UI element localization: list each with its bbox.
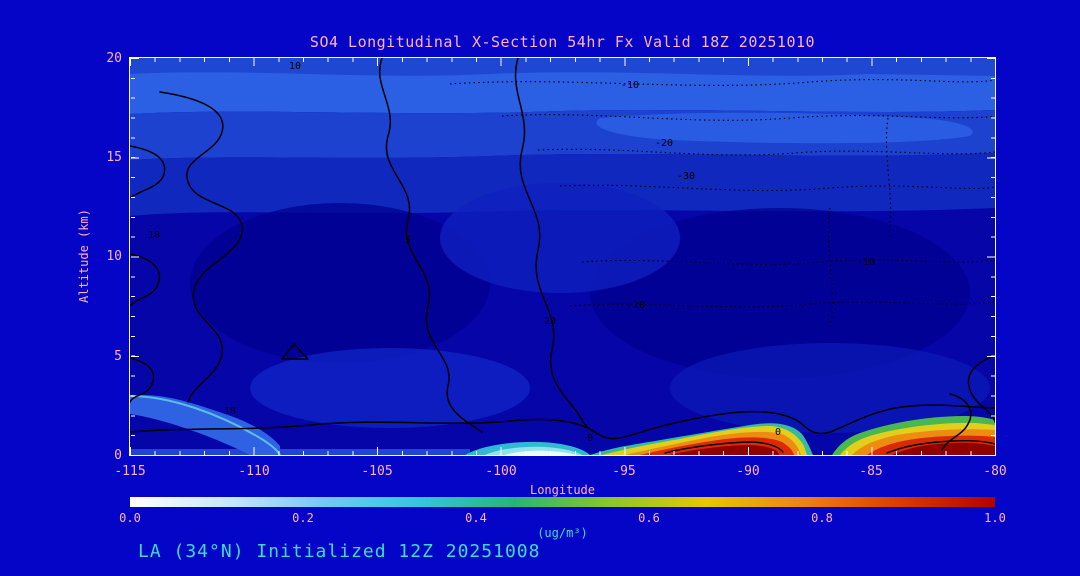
- contour-label: -20: [627, 300, 645, 311]
- colorbar-tick-label: 0.6: [638, 511, 660, 525]
- x-tick-label: -80: [983, 464, 1007, 479]
- colorbar-tick-label: 1.0: [984, 511, 1006, 525]
- plot-title: SO4 Longitudinal X-Section 54hr Fx Valid…: [309, 33, 816, 51]
- colorbar-gradient: [130, 497, 995, 507]
- contour-label: 10: [224, 406, 236, 417]
- xsection-plot: -10 -20 -30 -10 -20 10 10 10 5 20 0 0: [130, 58, 995, 455]
- x-tick-label: -100: [485, 464, 517, 479]
- colorbar-tick-label: 0.0: [119, 511, 141, 525]
- x-tick-label: -115: [114, 464, 146, 479]
- x-axis-top-minor-ticks: [130, 58, 995, 62]
- x-tick-label: -110: [238, 464, 270, 479]
- overlay-contours-dotted: [449, 79, 995, 329]
- x-axis-top-major-ticks: [130, 58, 995, 66]
- contour-label: -10: [857, 257, 875, 268]
- y-tick-label: 0: [114, 448, 122, 463]
- colorbar-units-label: (ug/m³): [537, 526, 588, 540]
- x-tick-label: -90: [736, 464, 760, 479]
- initialization-label: LA (34°N) Initialized 12Z 20251008: [138, 541, 541, 562]
- contour-label: 20: [544, 316, 556, 327]
- contour-label: 5: [405, 235, 411, 246]
- y-tick-label: 15: [106, 150, 122, 165]
- x-axis-label: Longitude: [529, 483, 596, 497]
- y-axis-right-minor-ticks: [991, 58, 995, 455]
- y-axis-label: Altitude (km): [77, 209, 91, 303]
- contour-label: -10: [621, 80, 639, 91]
- x-tick-label: -105: [361, 464, 393, 479]
- plot-frame: [129, 57, 996, 456]
- y-tick-label: 20: [106, 51, 122, 66]
- overlay-contours-solid: [130, 58, 995, 454]
- x-tick-label: -85: [859, 464, 883, 479]
- colorbar-tick-label: 0.8: [811, 511, 833, 525]
- contour-label: 10: [289, 61, 301, 72]
- y-tick-label: 5: [114, 349, 122, 364]
- y-axis-left-minor-ticks: [131, 58, 135, 455]
- x-axis-bottom-minor-ticks: [130, 451, 995, 455]
- contour-label: 10: [148, 230, 160, 241]
- y-tick-label: 10: [106, 249, 122, 264]
- contour-label: -20: [655, 138, 673, 149]
- x-tick-label: -95: [612, 464, 636, 479]
- contour-label: 0: [587, 433, 593, 444]
- colorbar-tick-label: 0.2: [292, 511, 314, 525]
- y-axis-left-major-ticks: [131, 58, 139, 455]
- colorbar-tick-label: 0.4: [465, 511, 487, 525]
- contour-labels: -10 -20 -30 -10 -20 10 10 10 5 20 0 0: [148, 61, 875, 444]
- fill-contours: [130, 58, 995, 455]
- contour-label: 0: [775, 427, 781, 438]
- contour-label: -30: [677, 171, 695, 182]
